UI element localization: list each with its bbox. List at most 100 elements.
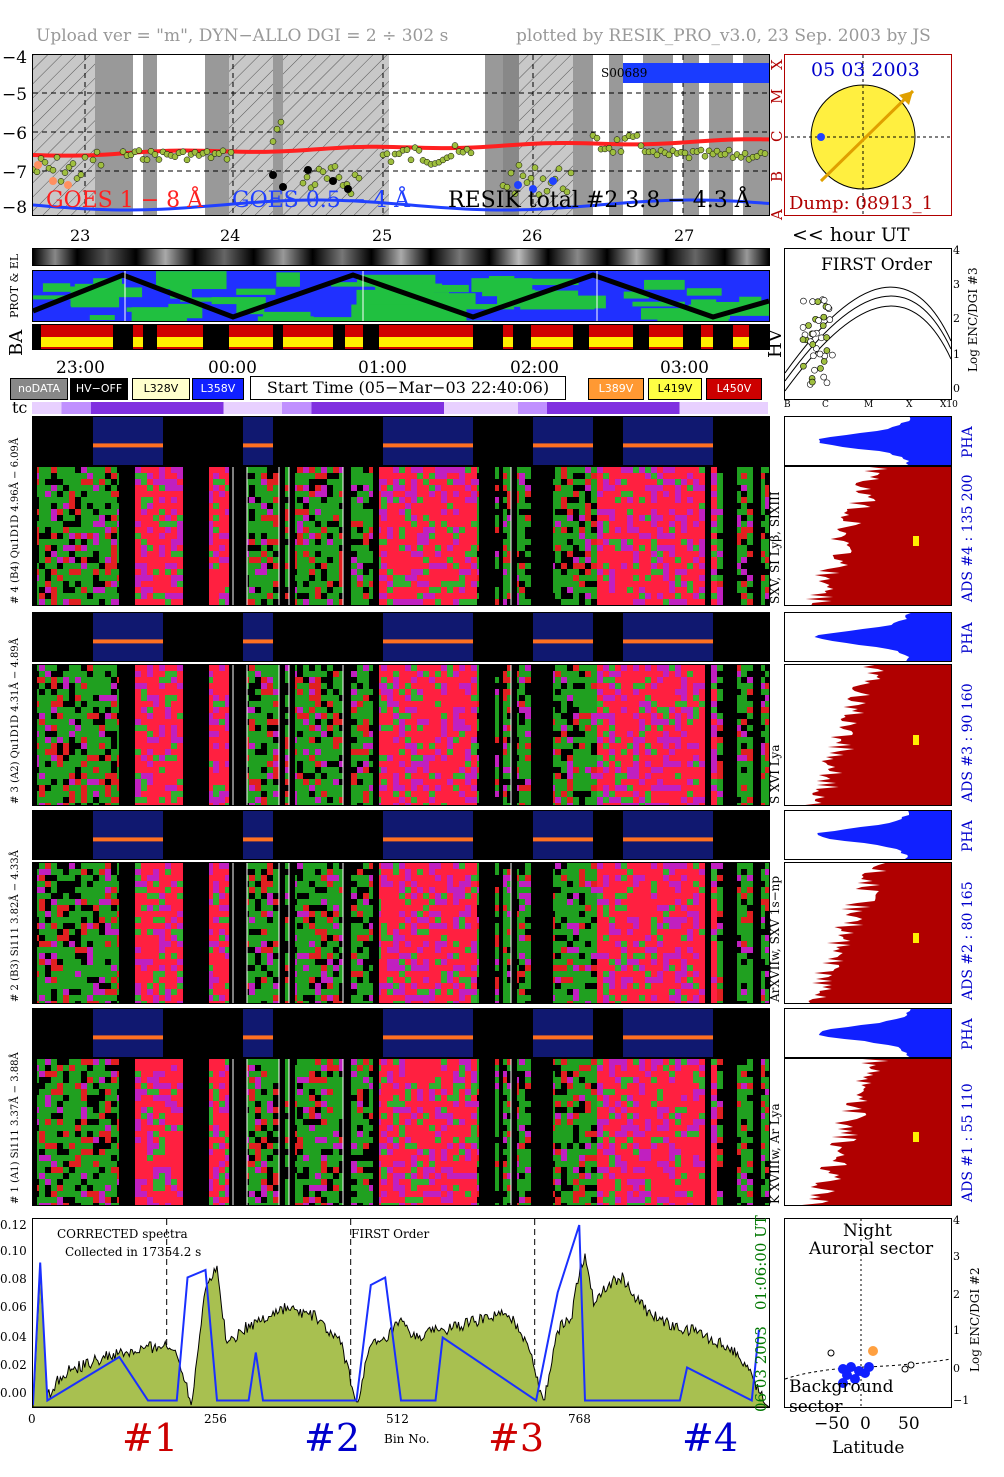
goes-band: [485, 55, 503, 215]
resik-point: [451, 142, 459, 149]
pha-region: [383, 811, 473, 859]
resik-point: [65, 164, 73, 171]
resik-point: [531, 164, 539, 171]
data-gap: [229, 665, 247, 805]
channel-lines-label: K XVIIIw, Ar Lya: [768, 1103, 782, 1204]
resik-point: [387, 158, 395, 166]
lat-ytick: 4: [953, 1214, 960, 1227]
resik-point: [637, 142, 645, 149]
lat-point: [907, 1361, 915, 1369]
goes-band: [157, 55, 205, 215]
fo-point: [799, 324, 807, 331]
day-tick: 23: [70, 226, 91, 245]
spectrum-plot: CORRECTED spectra Collected in 17354.2 s…: [32, 1218, 770, 1408]
goes-point: [269, 171, 277, 179]
spec-ytick: 0.08: [0, 1272, 27, 1286]
resik-point: [617, 148, 625, 155]
fo-point: [800, 362, 807, 370]
goes-point: [549, 177, 557, 185]
goes-point: [329, 177, 337, 185]
lat-point: [827, 1349, 835, 1357]
ads-hist-area: [808, 863, 951, 1003]
prot-blob: [464, 304, 515, 310]
fo-xtick: B: [784, 400, 791, 410]
prot-blob: [33, 295, 81, 300]
pha-strip: [32, 1008, 770, 1058]
goes-band: [143, 55, 157, 215]
data-gap: [229, 1059, 247, 1205]
resik-point: [61, 169, 69, 176]
resik-point: [515, 161, 523, 169]
fo-point: [823, 379, 831, 387]
fo-xtick: X10: [940, 400, 958, 410]
data-gap: [373, 467, 379, 605]
time-tick: 00:00: [208, 358, 257, 378]
goes-band: [283, 55, 389, 215]
ba-gap: [749, 325, 769, 349]
data-gap: [511, 467, 517, 605]
data-gap: [479, 665, 495, 805]
pha-region: [533, 613, 593, 661]
fo-point: [809, 330, 817, 338]
data-gap: [343, 467, 351, 605]
data-gap: [343, 863, 351, 1003]
prot-blob: [632, 301, 685, 307]
goes-band: [609, 55, 623, 215]
channel-lines-label: ArXVIIw, SXV 1s−np: [768, 875, 782, 1002]
fo-ytick: 2: [953, 312, 960, 325]
header-right: plotted by RESIK_PRO_v3.0, 23 Sep. 2003 …: [516, 26, 931, 46]
resik-point: [507, 169, 515, 177]
data-gap: [479, 863, 495, 1003]
pha-label: PHA: [960, 426, 976, 458]
goes-ytick: −6: [2, 124, 28, 144]
resik-point: [69, 160, 77, 167]
ads-label: ADS #2 : 80 165: [960, 881, 976, 1000]
pha-hist-area: [818, 417, 951, 465]
data-gap: [279, 863, 285, 1003]
lat-ytick: 2: [953, 1288, 960, 1301]
legend-l450v: L450V: [706, 378, 762, 400]
data-gap: [183, 1059, 209, 1205]
ba-gap: [683, 325, 701, 349]
resik-point: [171, 153, 179, 160]
resik-point: [539, 175, 547, 182]
resik-point: [151, 151, 159, 158]
pha-region: [623, 417, 713, 465]
resik-point: [741, 150, 749, 157]
goes-point: [49, 177, 57, 185]
resik-point: [563, 188, 571, 196]
resik-point: [605, 144, 613, 152]
resik-point: [335, 174, 343, 181]
data-gap: [511, 1059, 517, 1205]
lat-xtick: 50: [898, 1414, 920, 1434]
pha-region: [243, 811, 273, 859]
pha-strip: [32, 810, 770, 860]
pha-region: [243, 613, 273, 661]
orbit-track: [33, 272, 769, 320]
fo-point: [800, 297, 807, 305]
prot-blob: [42, 283, 71, 292]
data-gap: [705, 467, 711, 605]
lat-point: [868, 1346, 878, 1356]
fo-point: [819, 322, 827, 329]
lat-point: [842, 1370, 852, 1380]
goes-band: [573, 55, 593, 215]
data-gap: [531, 1059, 553, 1205]
data-gap: [705, 1059, 711, 1205]
goes-ytick: −4: [2, 48, 28, 68]
header-left: Upload ver = "m", DYN−ALLO DGI = 2 ÷ 302…: [36, 26, 449, 46]
spectrum-order: FIRST Order: [351, 1227, 430, 1241]
ba-gap: [473, 325, 503, 349]
prot-blob: [236, 288, 276, 295]
goes-band: [389, 55, 433, 215]
spectrum-xlabel: Bin No.: [384, 1432, 430, 1446]
latitude-xlabel: Latitude: [832, 1438, 905, 1458]
fo-point: [823, 334, 830, 341]
resik-point: [269, 138, 277, 145]
data-gap: [33, 467, 37, 605]
sun-date: 05 03 2003: [811, 59, 920, 81]
data-gap: [723, 1059, 737, 1205]
goes-point: [304, 166, 312, 174]
pha-histogram: [784, 810, 952, 860]
data-gap: [531, 467, 553, 605]
